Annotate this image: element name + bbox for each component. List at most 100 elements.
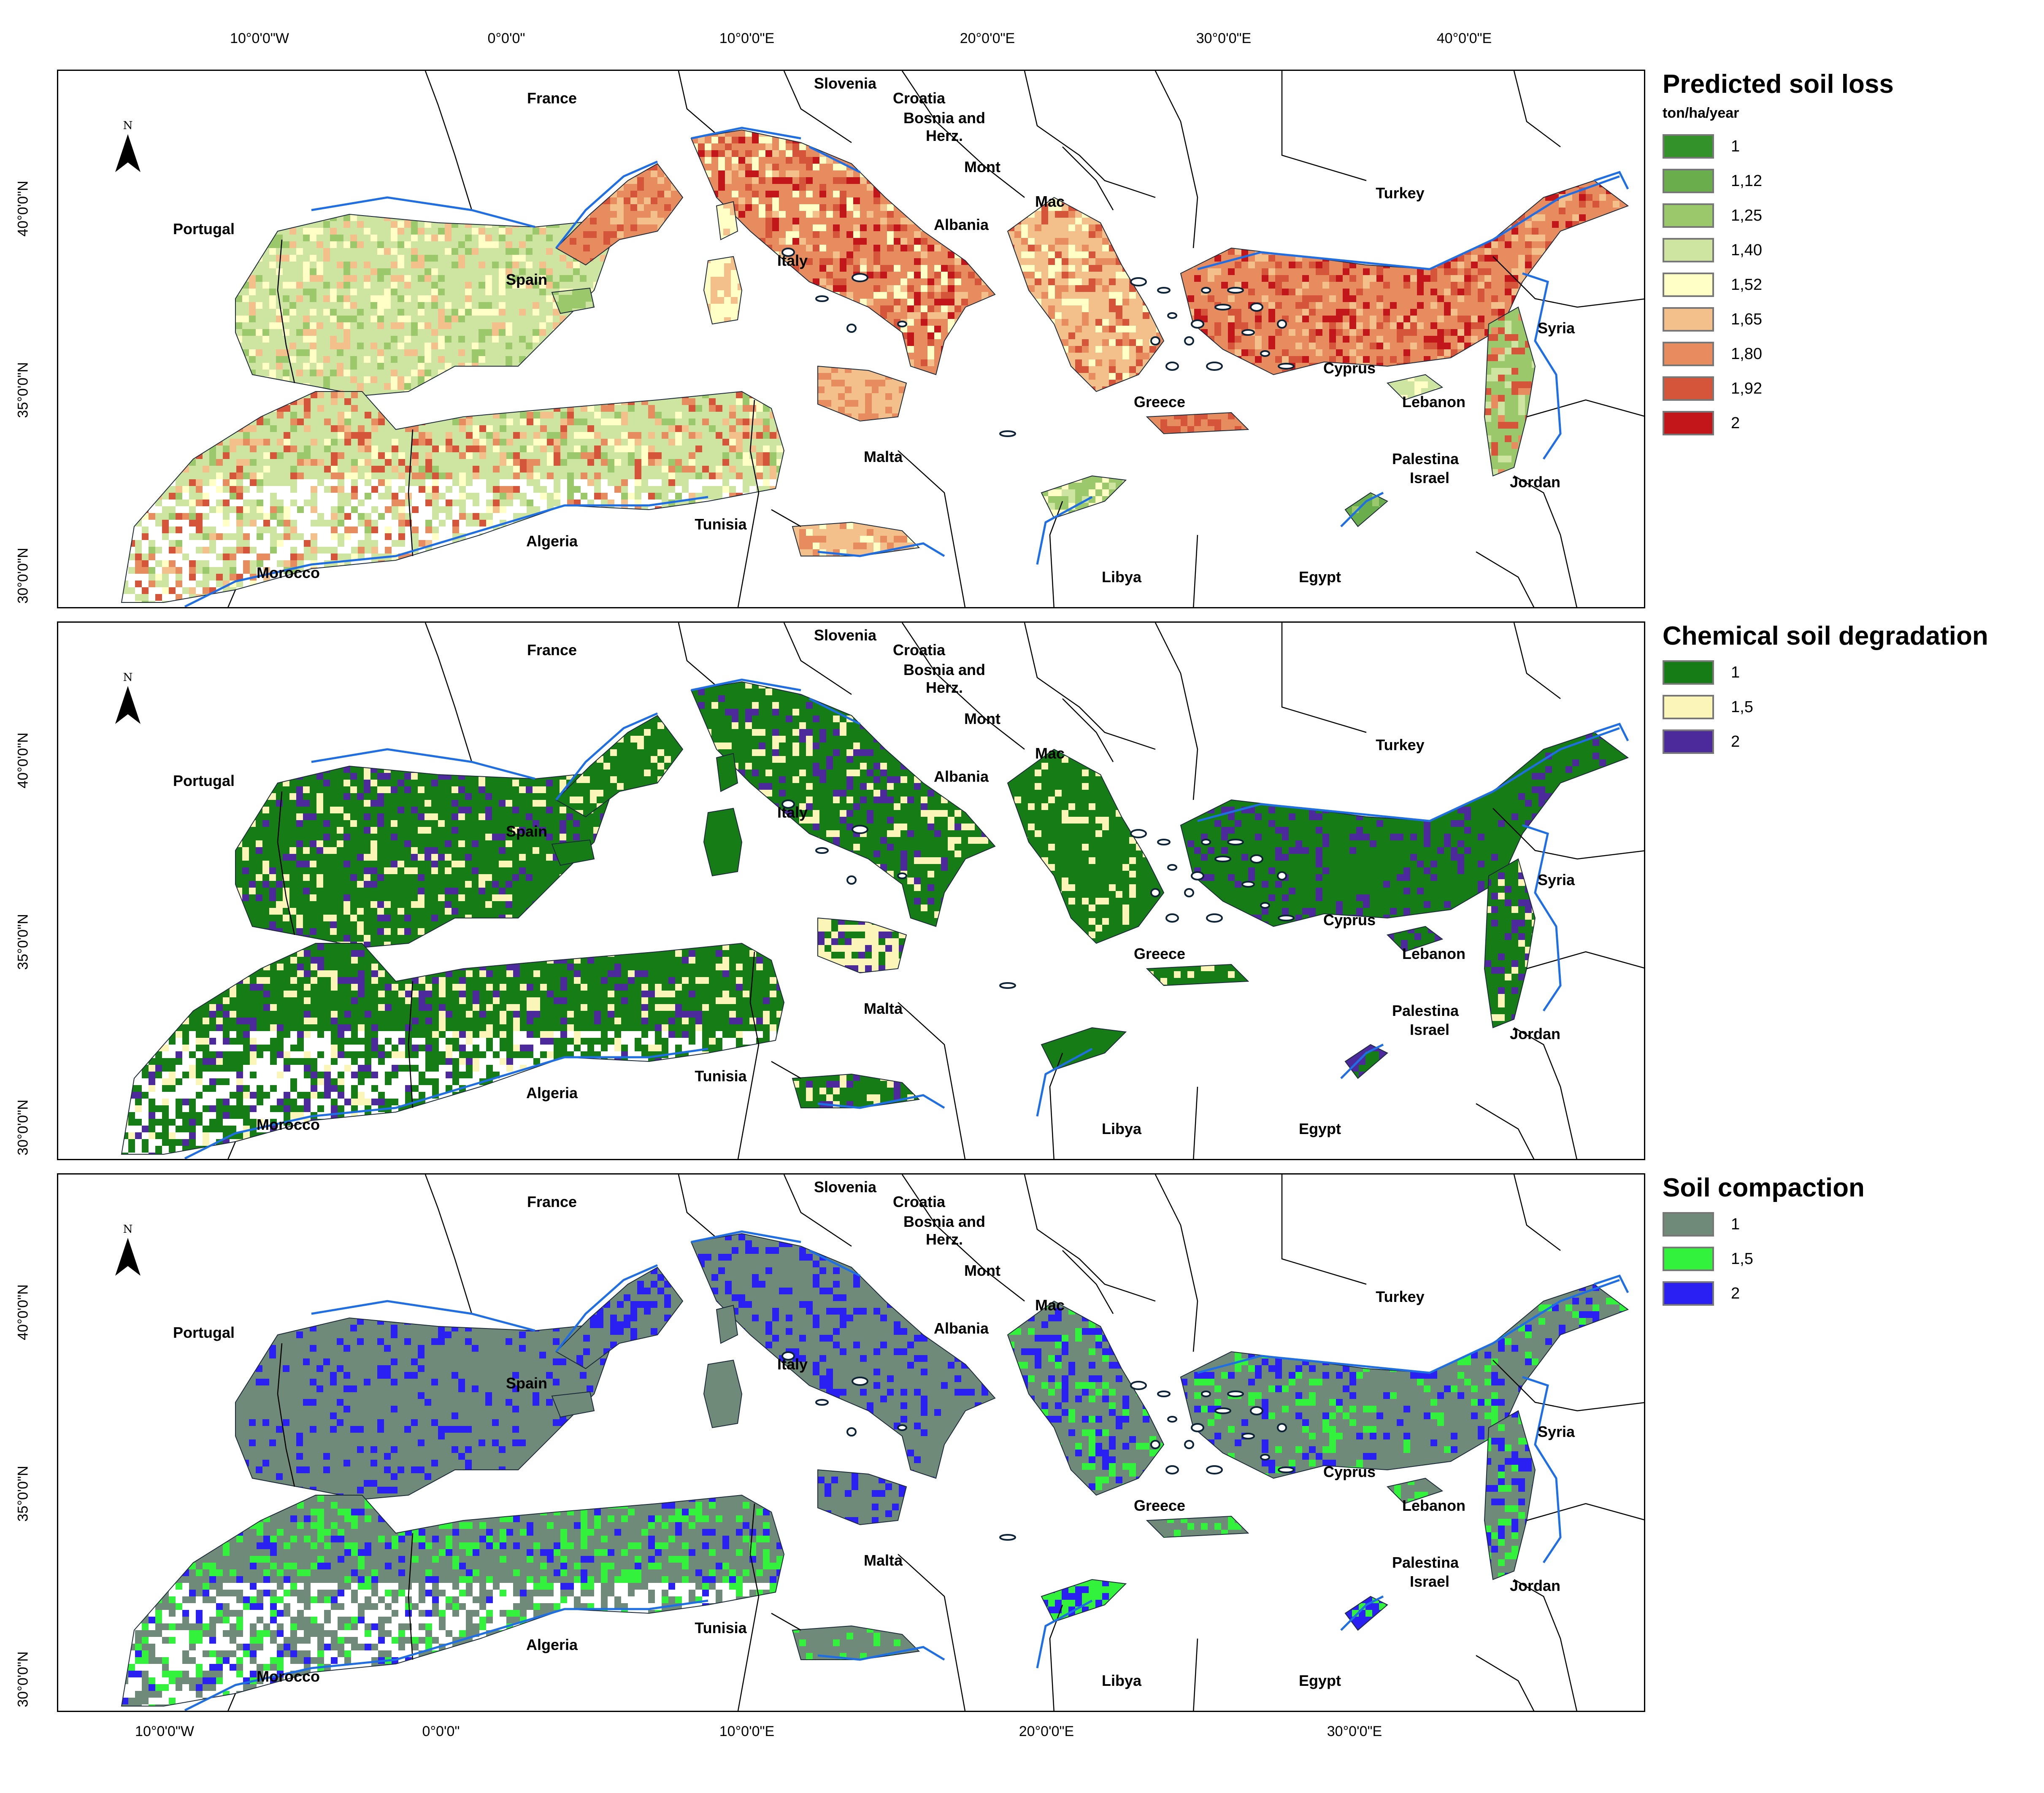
country-label-france: France <box>527 641 577 659</box>
country-label-morocco: Morocco <box>256 1116 320 1133</box>
island <box>897 872 907 879</box>
water-line <box>1594 722 1629 742</box>
country-border <box>1062 1250 1114 1314</box>
island <box>897 321 907 327</box>
legend-label: 1,40 <box>1731 241 1762 259</box>
country-label-palestina: Palestina <box>1392 1554 1459 1571</box>
country-label-italy: Italy <box>777 252 808 269</box>
legend-label: 1,5 <box>1731 1250 1753 1268</box>
country-label-morocco: Morocco <box>256 564 320 581</box>
country-border <box>783 623 852 695</box>
water-line <box>817 542 945 557</box>
island <box>1165 1465 1179 1474</box>
country-border <box>1492 256 1644 308</box>
country-label-france: France <box>527 89 577 107</box>
country-border <box>227 1141 236 1159</box>
country-border <box>1049 1053 1063 1159</box>
country-label-spain: Spain <box>506 1374 548 1392</box>
country-label-tunisia: Tunisia <box>695 1619 747 1636</box>
island <box>1214 856 1231 862</box>
island <box>846 1427 857 1437</box>
country-border <box>901 71 1025 198</box>
island <box>1191 871 1204 880</box>
country-label-slovenia: Slovenia <box>814 626 877 644</box>
island <box>815 295 829 302</box>
country-label-mont: Mont <box>964 158 1000 176</box>
island <box>1130 1381 1147 1390</box>
water-line <box>1036 1599 1093 1669</box>
island <box>1278 915 1295 921</box>
island <box>1214 304 1231 311</box>
north-arrow-icon <box>115 686 141 724</box>
legend-item: 1 <box>1663 655 1988 690</box>
country-label-mont: Mont <box>964 710 1000 727</box>
water-line <box>1197 1279 1620 1374</box>
island <box>1130 277 1147 286</box>
country-label-bosnia_line1: Bosnia and <box>903 1213 986 1230</box>
country-border <box>1513 1175 1561 1251</box>
country-label-slovenia: Slovenia <box>814 1178 877 1196</box>
north-arrow-icon <box>115 134 141 172</box>
island <box>815 1399 829 1406</box>
country-label-spain: Spain <box>506 271 548 288</box>
country-border <box>1281 1175 1367 1285</box>
water-line <box>1340 491 1384 527</box>
country-border <box>1476 1103 1535 1159</box>
region-italy <box>691 130 995 375</box>
country-label-malta: Malta <box>863 1000 903 1017</box>
water-line <box>1197 175 1620 270</box>
island <box>1260 1454 1270 1461</box>
legend-label: 1,5 <box>1731 698 1753 716</box>
lat-tick-label: 30°0'0"N <box>15 1099 31 1156</box>
north-arrow: N <box>111 671 145 728</box>
island <box>1167 864 1177 871</box>
country-label-spain: Spain <box>506 823 548 840</box>
island <box>815 847 829 854</box>
country-border <box>678 71 717 135</box>
legend-swatch <box>1663 342 1714 366</box>
island <box>1167 1416 1177 1423</box>
legend-unit: ton/ha/year <box>1663 105 1739 121</box>
island <box>1201 1391 1211 1397</box>
water-line <box>691 678 801 691</box>
country-label-israel: Israel <box>1409 1021 1450 1038</box>
island <box>1277 319 1287 329</box>
region-levant <box>1484 1411 1535 1580</box>
country-border <box>1049 501 1063 607</box>
north-arrow: N <box>111 1223 145 1280</box>
country-border <box>424 71 473 211</box>
island <box>1165 362 1179 371</box>
island <box>897 1424 907 1431</box>
country-label-libya: Libya <box>1101 568 1142 586</box>
country-border <box>771 1612 801 1631</box>
country-label-bosnia_line2: Herz. <box>925 127 963 144</box>
lon-tick-label-bottom: 30°0'0"E <box>1327 1723 1382 1739</box>
country-label-tunisia: Tunisia <box>695 516 747 533</box>
country-label-bosnia_line1: Bosnia and <box>903 661 986 678</box>
country-border <box>1154 623 1198 800</box>
map-panel-2: France Slovenia Croatia Bosnia and Herz. Mont… <box>57 621 1645 1160</box>
country-label-turkey: Turkey <box>1376 1288 1425 1305</box>
region-sicily <box>818 366 906 421</box>
country-label-tunisia: Tunisia <box>695 1067 747 1085</box>
island <box>1277 871 1287 880</box>
legend-1: Predicted soil loss ton/ha/year 1 1,12 1,25 1… <box>1663 70 1894 440</box>
legend-swatch <box>1663 169 1714 193</box>
country-border <box>424 1175 473 1314</box>
region-crete <box>1147 413 1248 434</box>
country-border <box>898 1002 966 1159</box>
island <box>1167 312 1177 319</box>
map-canvas <box>121 71 1644 607</box>
island <box>1227 287 1244 294</box>
region-sicily <box>818 1470 906 1525</box>
water-line <box>817 1646 945 1661</box>
country-border <box>737 951 760 1159</box>
country-label-cyprus: Cyprus <box>1323 911 1376 929</box>
region-nile-delta <box>1345 1045 1387 1078</box>
water-line <box>808 146 861 173</box>
country-border <box>1526 951 1644 969</box>
country-border <box>771 1061 801 1079</box>
region-nile-delta <box>1345 1596 1387 1630</box>
country-border <box>737 1503 760 1711</box>
